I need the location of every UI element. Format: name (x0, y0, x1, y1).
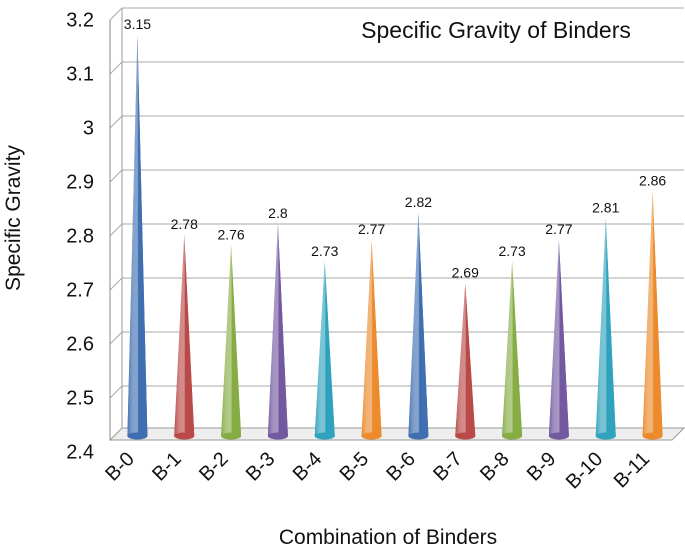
data-label: 2.81 (592, 200, 619, 216)
bar-cone-base (361, 432, 382, 440)
data-label: 2.73 (498, 243, 525, 259)
y-tick-label: 2.9 (66, 171, 94, 193)
gridline (109, 169, 684, 183)
x-tick-label: B-9 (523, 448, 561, 486)
x-tick-label: B-2 (195, 448, 233, 486)
bar-B-10 (595, 218, 616, 440)
bar-cone-shade (548, 240, 569, 436)
bar-cone-base (314, 432, 335, 440)
bar-B-6 (408, 213, 429, 440)
bar-cone-base (502, 432, 523, 440)
bar-cone-base (221, 432, 242, 440)
bar-B-1 (174, 234, 195, 440)
y-tick-label: 3.1 (66, 63, 94, 85)
y-tick-label: 3.2 (66, 9, 94, 31)
chart-title: Specific Gravity of Binders (361, 17, 631, 43)
bar-cone-shade (127, 35, 148, 436)
x-tick-label: B-0 (101, 448, 139, 486)
gridline (109, 331, 684, 345)
bar-cone-base (267, 432, 288, 440)
bar-cone-base (408, 432, 429, 440)
y-tick-label: 2.8 (66, 225, 94, 247)
data-label: 2.76 (217, 227, 244, 243)
data-label: 3.15 (124, 16, 151, 32)
gridline (109, 277, 684, 291)
x-tick-label: B-11 (610, 448, 654, 492)
data-label: 2.86 (639, 173, 666, 189)
y-tick-label: 2.7 (66, 279, 94, 301)
bar-B-11 (642, 191, 663, 440)
x-tick-label: B-3 (242, 448, 280, 486)
bar-B-2 (221, 245, 242, 440)
bar-cone-shade (408, 213, 429, 436)
gridline (109, 61, 684, 75)
bar-cone-base (642, 432, 663, 440)
bar-B-3 (267, 224, 288, 440)
data-label: 2.82 (405, 194, 432, 210)
bar-B-4 (314, 261, 335, 440)
x-tick-label: B-7 (429, 448, 467, 486)
data-label: 2.73 (311, 243, 338, 259)
bar-B-5 (361, 240, 382, 440)
data-label: 2.77 (358, 221, 385, 237)
bar-B-0 (127, 35, 148, 440)
y-tick-label: 2.4 (66, 441, 94, 463)
bar-cone-shade (267, 224, 288, 436)
bar-cone-base (455, 432, 476, 440)
bar-cone-base (127, 432, 148, 440)
y-tick-label: 2.5 (66, 387, 94, 409)
bars (127, 35, 663, 440)
y-tick-label: 3 (83, 117, 94, 139)
bar-cone-shade (361, 240, 382, 436)
x-axis-title: Combination of Binders (279, 526, 497, 549)
floor (108, 427, 685, 441)
data-label: 2.69 (452, 264, 479, 280)
bar-cone-base (174, 432, 195, 440)
bar-cone-shade (221, 245, 242, 436)
bar-cone-shade (314, 261, 335, 436)
bar-B-8 (502, 261, 523, 440)
bar-B-7 (455, 283, 476, 440)
data-label: 2.78 (171, 216, 198, 232)
bar-cone-shade (595, 218, 616, 436)
x-tick-label: B-10 (562, 448, 607, 493)
bar-cone-shade (455, 283, 476, 436)
bar-cone-base (548, 432, 569, 440)
x-tick-label: B-1 (148, 448, 186, 486)
bar-cone-base (595, 432, 616, 440)
x-tick-label: B-5 (336, 448, 374, 486)
x-tick-label: B-8 (476, 448, 514, 486)
bar-cone-shade (174, 234, 195, 436)
y-tick-label: 2.6 (66, 333, 94, 355)
axes: 2.4 2.5 2.6 2.7 2.8 2.9 3 3.1 3.2 B-0 B-1 B-2 B-3 B-4… (66, 8, 685, 493)
bar-cone-shade (642, 191, 663, 436)
x-tick-label: B-6 (382, 448, 420, 486)
bar-cone-shade (502, 261, 523, 436)
data-labels: 3.15 2.78 2.76 2.8 2.73 2.77 2.82 2.69 2.73 2.77 2… (124, 16, 667, 280)
y-axis-title: Specific Gravity (2, 145, 25, 291)
data-label: 2.77 (545, 221, 572, 237)
x-tick-label: B-4 (289, 448, 327, 486)
bar-B-9 (548, 240, 569, 440)
gridline (109, 115, 684, 129)
data-label: 2.8 (268, 205, 288, 221)
